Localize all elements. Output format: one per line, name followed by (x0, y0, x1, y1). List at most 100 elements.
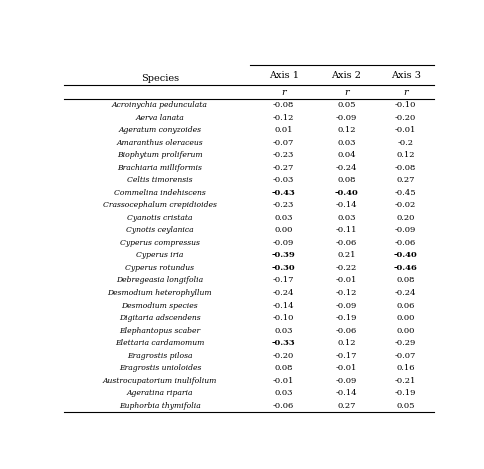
Text: -0.24: -0.24 (395, 289, 416, 297)
Text: Eragrostis unioloides: Eragrostis unioloides (119, 364, 201, 372)
Text: 0.08: 0.08 (396, 277, 415, 285)
Text: -0.29: -0.29 (395, 339, 416, 347)
Text: -0.01: -0.01 (335, 364, 357, 372)
Text: Aerva lanata: Aerva lanata (136, 113, 184, 121)
Text: -0.10: -0.10 (273, 314, 294, 322)
Text: 0.03: 0.03 (274, 326, 293, 334)
Text: -0.20: -0.20 (395, 113, 416, 121)
Text: -0.46: -0.46 (393, 264, 418, 272)
Text: 0.12: 0.12 (337, 126, 356, 134)
Text: -0.19: -0.19 (395, 389, 416, 397)
Text: 0.00: 0.00 (396, 326, 415, 334)
Text: r: r (403, 88, 408, 97)
Text: 0.12: 0.12 (396, 151, 415, 159)
Text: 0.27: 0.27 (337, 402, 356, 410)
Text: 0.03: 0.03 (337, 214, 356, 222)
Text: Elephantopus scaber: Elephantopus scaber (120, 326, 200, 334)
Text: 0.05: 0.05 (396, 402, 415, 410)
Text: Amaranthus oleraceus: Amaranthus oleraceus (117, 139, 203, 147)
Text: -0.08: -0.08 (273, 101, 294, 109)
Text: Ageratum conyzoides: Ageratum conyzoides (119, 126, 201, 134)
Text: Ageratina riparia: Ageratina riparia (127, 389, 193, 397)
Text: -0.06: -0.06 (273, 402, 294, 410)
Text: Axis 2: Axis 2 (332, 71, 362, 80)
Text: -0.09: -0.09 (395, 227, 416, 234)
Text: -0.02: -0.02 (395, 201, 416, 209)
Text: -0.33: -0.33 (272, 339, 296, 347)
Text: Elettaria cardamomum: Elettaria cardamomum (115, 339, 205, 347)
Text: -0.24: -0.24 (335, 164, 357, 172)
Text: Celtis timorensis: Celtis timorensis (127, 176, 193, 184)
Text: Axis 3: Axis 3 (391, 71, 421, 80)
Text: -0.20: -0.20 (273, 352, 294, 360)
Text: -0.01: -0.01 (395, 126, 416, 134)
Text: Cyperus compressus: Cyperus compressus (120, 239, 200, 247)
Text: 0.00: 0.00 (396, 314, 415, 322)
Text: 0.12: 0.12 (337, 339, 356, 347)
Text: Axis 1: Axis 1 (269, 71, 299, 80)
Text: Acroinychia pedunculata: Acroinychia pedunculata (112, 101, 208, 109)
Text: -0.30: -0.30 (272, 264, 296, 272)
Text: Cyperus rotundus: Cyperus rotundus (125, 264, 195, 272)
Text: -0.01: -0.01 (335, 277, 357, 285)
Text: 0.03: 0.03 (337, 139, 356, 147)
Text: -0.01: -0.01 (273, 377, 294, 385)
Text: 0.01: 0.01 (274, 126, 293, 134)
Text: -0.09: -0.09 (335, 113, 357, 121)
Text: -0.45: -0.45 (395, 189, 416, 197)
Text: -0.07: -0.07 (395, 352, 416, 360)
Text: -0.12: -0.12 (335, 289, 357, 297)
Text: Debregeasia longifolia: Debregeasia longifolia (116, 277, 203, 285)
Text: Species: Species (141, 74, 179, 83)
Text: -0.27: -0.27 (273, 164, 294, 172)
Text: 0.20: 0.20 (396, 214, 415, 222)
Text: -0.10: -0.10 (395, 101, 416, 109)
Text: Austrocupatorium inulifolium: Austrocupatorium inulifolium (103, 377, 217, 385)
Text: Biophytum proliferum: Biophytum proliferum (117, 151, 203, 159)
Text: Eragrostis pilosa: Eragrostis pilosa (127, 352, 193, 360)
Text: Cyanotis cristata: Cyanotis cristata (127, 214, 193, 222)
Text: 0.16: 0.16 (396, 364, 415, 372)
Text: -0.14: -0.14 (273, 302, 294, 310)
Text: -0.39: -0.39 (272, 251, 296, 259)
Text: -0.09: -0.09 (273, 239, 294, 247)
Text: -0.11: -0.11 (335, 227, 357, 234)
Text: Euphorbia thymifolia: Euphorbia thymifolia (119, 402, 201, 410)
Text: -0.24: -0.24 (273, 289, 294, 297)
Text: -0.06: -0.06 (336, 239, 357, 247)
Text: -0.19: -0.19 (335, 314, 357, 322)
Text: 0.08: 0.08 (274, 364, 293, 372)
Text: -0.09: -0.09 (335, 302, 357, 310)
Text: Cynotis ceylanica: Cynotis ceylanica (126, 227, 194, 234)
Text: -0.08: -0.08 (395, 164, 416, 172)
Text: -0.14: -0.14 (335, 201, 357, 209)
Text: 0.05: 0.05 (337, 101, 356, 109)
Text: -0.12: -0.12 (273, 113, 294, 121)
Text: Cyperus iria: Cyperus iria (136, 251, 183, 259)
Text: 0.21: 0.21 (337, 251, 356, 259)
Text: Crassocephalum crepidioides: Crassocephalum crepidioides (103, 201, 217, 209)
Text: -0.17: -0.17 (335, 352, 357, 360)
Text: -0.43: -0.43 (272, 189, 296, 197)
Text: -0.14: -0.14 (335, 389, 357, 397)
Text: -0.23: -0.23 (273, 201, 294, 209)
Text: -0.09: -0.09 (335, 377, 357, 385)
Text: Digitaria adscendens: Digitaria adscendens (119, 314, 201, 322)
Text: -0.07: -0.07 (273, 139, 294, 147)
Text: 0.04: 0.04 (337, 151, 356, 159)
Text: -0.40: -0.40 (393, 251, 418, 259)
Text: 0.00: 0.00 (274, 227, 293, 234)
Text: -0.06: -0.06 (336, 326, 357, 334)
Text: 0.27: 0.27 (396, 176, 415, 184)
Text: r: r (281, 88, 286, 97)
Text: -0.2: -0.2 (397, 139, 414, 147)
Text: -0.21: -0.21 (395, 377, 416, 385)
Text: 0.03: 0.03 (274, 389, 293, 397)
Text: Commelina indehiscens: Commelina indehiscens (114, 189, 206, 197)
Text: -0.06: -0.06 (395, 239, 416, 247)
Text: 0.08: 0.08 (337, 176, 356, 184)
Text: 0.06: 0.06 (396, 302, 415, 310)
Text: r: r (344, 88, 348, 97)
Text: Brachiaria milliformis: Brachiaria milliformis (118, 164, 202, 172)
Text: -0.22: -0.22 (336, 264, 357, 272)
